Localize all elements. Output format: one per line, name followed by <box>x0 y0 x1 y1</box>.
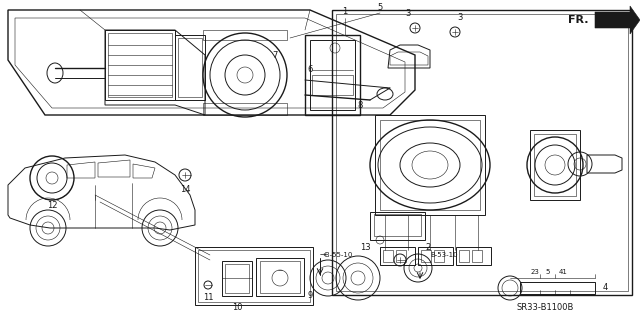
Bar <box>456 247 491 265</box>
Text: 6: 6 <box>307 65 313 75</box>
Bar <box>203 103 287 115</box>
Bar <box>434 250 444 262</box>
Bar <box>305 35 360 115</box>
Text: 2: 2 <box>426 243 431 253</box>
Polygon shape <box>595 6 640 34</box>
Bar <box>418 247 453 265</box>
Bar <box>534 134 576 196</box>
Bar <box>225 264 249 293</box>
Text: 10: 10 <box>232 303 243 313</box>
Bar <box>332 10 632 295</box>
Text: 12: 12 <box>47 201 57 210</box>
Text: 41: 41 <box>559 269 568 275</box>
Bar <box>380 120 480 210</box>
Bar <box>396 250 406 262</box>
Bar <box>421 250 431 262</box>
Bar <box>375 115 485 215</box>
Bar <box>312 75 353 95</box>
Text: 7: 7 <box>272 50 278 60</box>
Text: 11: 11 <box>203 293 213 302</box>
Bar <box>380 247 415 265</box>
Bar <box>370 212 425 240</box>
Bar <box>108 33 172 97</box>
Text: 4: 4 <box>602 284 607 293</box>
Text: SR33-B1100B: SR33-B1100B <box>516 302 573 311</box>
Bar <box>520 282 595 294</box>
Bar <box>472 250 482 262</box>
Text: 5: 5 <box>546 269 550 275</box>
Text: 13: 13 <box>360 243 371 253</box>
Text: B-53-10: B-53-10 <box>430 252 458 258</box>
Bar <box>198 250 310 302</box>
Text: FR.: FR. <box>568 15 588 25</box>
Bar <box>383 250 393 262</box>
Bar <box>175 35 205 100</box>
Bar <box>310 40 355 110</box>
Text: 3: 3 <box>458 13 463 23</box>
Text: 3: 3 <box>405 10 411 19</box>
Bar <box>178 38 202 97</box>
Text: 23: 23 <box>531 269 540 275</box>
Bar <box>195 247 313 305</box>
Text: 5: 5 <box>378 4 383 12</box>
Bar <box>260 261 300 293</box>
Bar <box>530 130 580 200</box>
Bar <box>203 30 287 40</box>
Text: 1: 1 <box>342 8 348 17</box>
Bar <box>222 261 252 296</box>
Text: 14: 14 <box>180 186 190 195</box>
Bar <box>336 14 628 291</box>
Bar <box>256 258 304 296</box>
Bar <box>374 214 421 236</box>
Text: 9: 9 <box>307 291 312 300</box>
Text: 8: 8 <box>357 100 363 109</box>
Bar <box>105 30 175 100</box>
Bar <box>459 250 469 262</box>
Text: →B-55-10: →B-55-10 <box>320 252 353 258</box>
